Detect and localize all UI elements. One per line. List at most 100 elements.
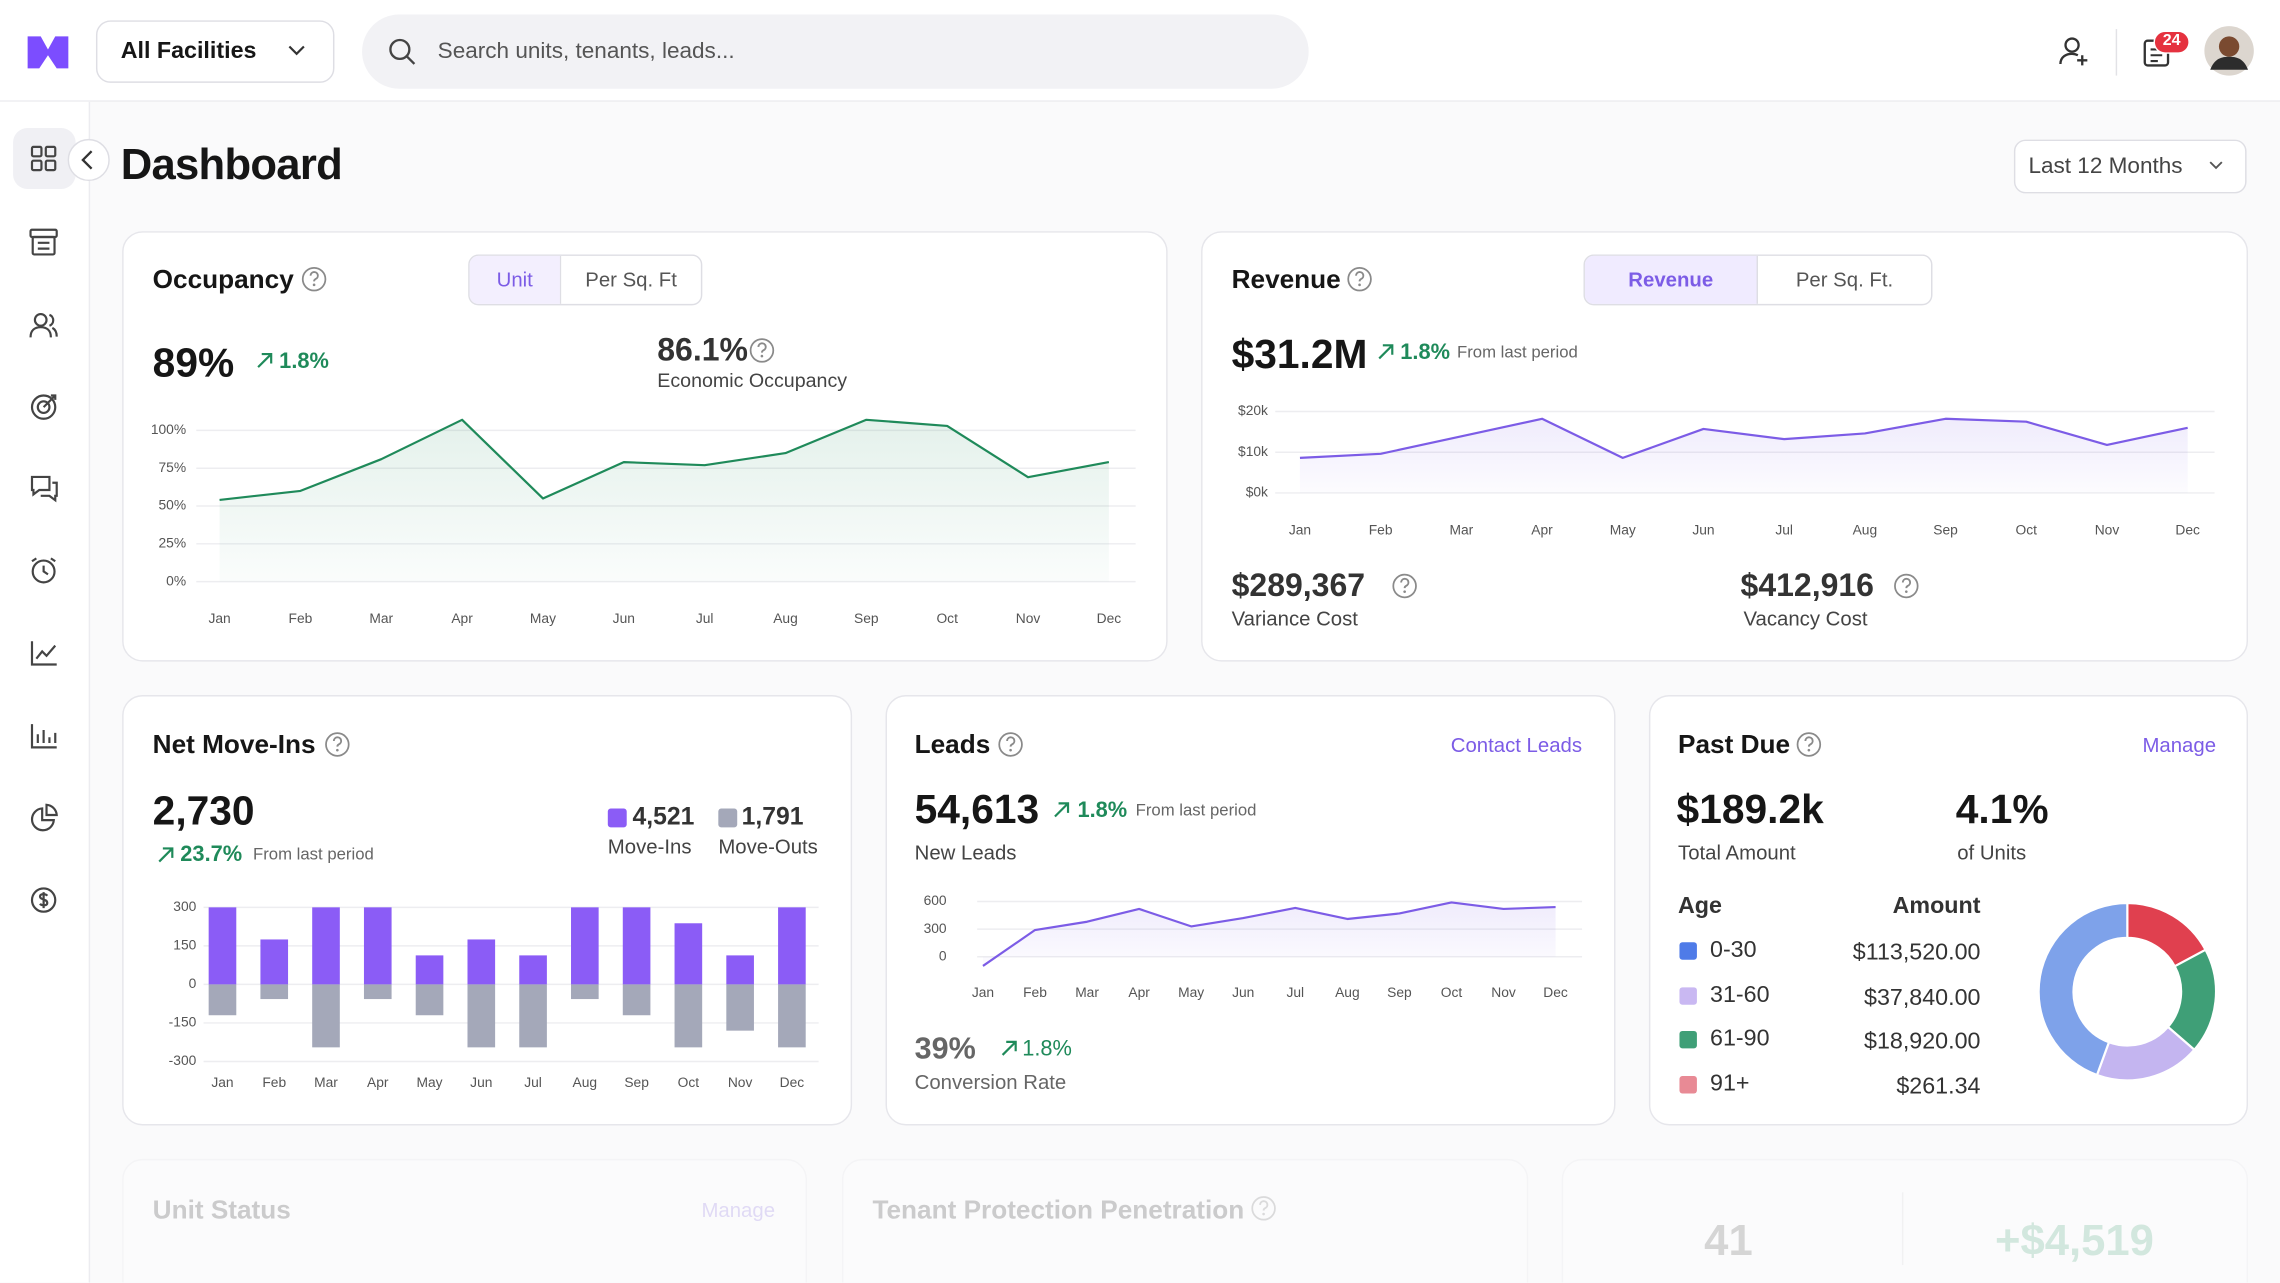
card-title: Net Move-Ins [152, 729, 316, 760]
use [999, 733, 1022, 756]
legend-label: Move-Ins [607, 834, 692, 858]
help-icon[interactable] [301, 266, 327, 292]
stat-value: +$4,519 [1995, 1217, 2154, 1266]
row-amount: $37,840.00 [1864, 985, 1981, 1011]
nav-analytics[interactable] [30, 641, 57, 666]
kpi-change: 1.8% [1077, 798, 1128, 824]
path [30, 641, 57, 666]
path [406, 55, 416, 65]
net-move-ins-card [122, 695, 853, 1126]
row-swatch [1679, 987, 1697, 1005]
nav-active[interactable] [13, 127, 76, 190]
trend-up [157, 846, 174, 863]
help-icon[interactable] [998, 731, 1024, 757]
search-box[interactable] [362, 14, 1309, 89]
add-user-icon[interactable] [2056, 33, 2094, 71]
nav-messages[interactable] [30, 475, 58, 503]
nav-tenants[interactable] [29, 312, 58, 338]
row-amount: $18,920.00 [1864, 1029, 1981, 1055]
manage-link[interactable]: Manage [701, 1198, 776, 1222]
circle [36, 400, 51, 415]
help-icon[interactable] [1893, 573, 1919, 599]
legend-swatch [607, 808, 627, 828]
collapse-button[interactable] [67, 138, 111, 182]
use [1393, 575, 1416, 598]
tab[interactable]: Per Sq. Ft. [1795, 267, 1894, 291]
help-icon[interactable] [1346, 266, 1372, 292]
logo[interactable] [27, 36, 69, 69]
circle [33, 312, 48, 327]
tab-active[interactable]: Revenue [1584, 255, 1758, 304]
legend-total: 1,791 [741, 802, 804, 831]
nav-reports[interactable] [30, 724, 57, 749]
rect [30, 145, 43, 158]
avatar[interactable] [2204, 26, 2254, 76]
tab-group [468, 254, 703, 306]
conversion-label: Conversion Rate [914, 1070, 1067, 1094]
nav-reminders[interactable] [31, 557, 56, 584]
card-title: Tenant Protection Penetration [872, 1195, 1245, 1225]
use [1379, 345, 1392, 358]
page-title: Dashboard [120, 141, 343, 190]
circle [2218, 36, 2240, 57]
column-header: Age [1678, 894, 1722, 919]
path [2209, 161, 2223, 170]
nav-units[interactable] [29, 228, 58, 256]
period-select[interactable] [2013, 139, 2247, 194]
path [30, 475, 58, 503]
path [2210, 56, 2249, 70]
nav-billing[interactable] [30, 887, 57, 913]
tab-active[interactable]: Unit [469, 255, 562, 304]
manage-link[interactable]: Manage [2142, 732, 2217, 757]
path [29, 313, 58, 338]
conversion-change: 1.8% [1022, 1036, 1072, 1062]
legend-label: Move-Outs [718, 834, 818, 858]
circle [30, 887, 57, 913]
path [81, 150, 93, 170]
path [27, 36, 69, 69]
tab[interactable]: Per Sq. Ft [585, 267, 677, 291]
path [30, 803, 58, 832]
row-age: 61-90 [1710, 1026, 1770, 1052]
stats-card [1561, 1158, 2249, 1283]
chevron-down [288, 45, 305, 56]
circle [2064, 37, 2080, 53]
trend-up [1377, 343, 1394, 360]
tab-group [1583, 254, 1933, 306]
kpi-value: 4.1% [1955, 786, 2049, 832]
nav-icons [29, 145, 58, 913]
kpi-change: 1.8% [1400, 340, 1451, 365]
help-icon[interactable] [1251, 1195, 1277, 1221]
row-amount: $261.34 [1896, 1074, 1981, 1100]
cost-label: Vacancy Cost [1743, 606, 1868, 630]
leads-card [885, 695, 1616, 1126]
nav-insights[interactable] [30, 803, 58, 832]
help-icon[interactable] [1796, 731, 1822, 757]
trend-up [256, 352, 273, 369]
kpi-value: 89% [152, 340, 235, 386]
help-icon[interactable] [749, 337, 775, 363]
contact-leads-link[interactable]: Contact Leads [1450, 732, 1583, 757]
rect [44, 159, 57, 172]
row-swatch [1679, 1030, 1697, 1049]
card-title: Revenue [1231, 264, 1341, 294]
change-note: From last period [1135, 802, 1257, 821]
change-note: From last period [1456, 344, 1578, 363]
help-icon[interactable] [324, 731, 350, 757]
kpi-value: $31.2M [1231, 331, 1368, 377]
cost-value: $412,916 [1740, 567, 1874, 604]
use [1055, 803, 1068, 816]
card-title: Past Due [1678, 729, 1791, 760]
nav-leads[interactable] [30, 394, 57, 420]
kpi-label: of Units [1957, 840, 2027, 864]
use [751, 339, 774, 362]
nav-dashboard[interactable] [30, 145, 57, 172]
row-swatch [1679, 942, 1697, 960]
trend-up [1053, 801, 1070, 818]
period-label: Last 12 Months [2028, 154, 2183, 179]
help-icon[interactable] [1392, 573, 1418, 599]
conversion-value: 39% [914, 1032, 976, 1066]
kpi-value: $189.2k [1676, 786, 1824, 832]
